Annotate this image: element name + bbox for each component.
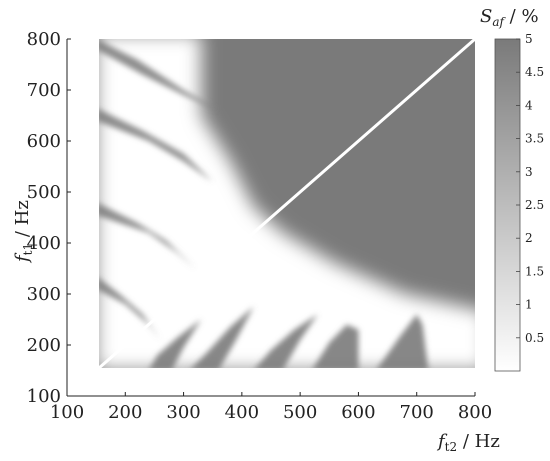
band-shape (191, 306, 254, 368)
band-shape (150, 319, 202, 368)
colorbar-tick-label: 1 (525, 298, 533, 312)
x-tick-label: 500 (283, 402, 317, 423)
x-tick-label: 300 (166, 402, 200, 423)
colorbar-ticks: 0.5 1 1.5 2 2.5 3 3.5 4 4.5 5 (516, 32, 544, 345)
band-shape (99, 203, 196, 269)
band-shape (255, 314, 318, 368)
colorbar-label: Saf / % (480, 6, 539, 29)
colorbar-tick-label: 3.5 (525, 132, 544, 146)
band-shape (99, 278, 161, 340)
x-axis-label: ft2 / Hz (436, 431, 500, 454)
y-axis-ticks: 100 200 300 400 500 600 700 800 (27, 29, 71, 407)
x-axis-ticks: 100 200 300 400 500 600 700 800 (50, 392, 492, 423)
colorbar-tick-label: 1.5 (525, 264, 544, 278)
y-tick-label: 800 (27, 29, 61, 50)
x-tick-label: 400 (225, 402, 259, 423)
y-tick-label: 400 (27, 233, 61, 254)
colorbar-tick-label: 4.5 (525, 65, 544, 79)
colorbar-tick-label: 0.5 (525, 331, 544, 345)
x-tick-label: 200 (108, 402, 142, 423)
y-axis-label: ft1 / Hz (12, 200, 35, 264)
y-tick-label: 300 (27, 284, 61, 305)
band-shape (377, 314, 429, 368)
heatmap-field (99, 39, 476, 368)
colorbar-tick-label: 3 (525, 165, 533, 179)
x-tick-label: 100 (50, 402, 84, 423)
colorbar-gradient (494, 38, 521, 372)
colorbar-tick-label: 2 (525, 231, 533, 245)
x-tick-label: 800 (458, 402, 492, 423)
colorbar-tick-label: 5 (525, 32, 533, 46)
heatmap-ridge-line (99, 39, 476, 368)
band-shape (99, 109, 213, 182)
x-tick-label: 600 (341, 402, 375, 423)
y-tick-label: 600 (27, 131, 61, 152)
axes: 100 200 300 400 500 600 700 800 100 200 300 400 500… (27, 29, 493, 423)
colorbar-tick-label: 2.5 (525, 198, 544, 212)
heatmap-bands (99, 40, 429, 368)
colorbar-tick-label: 4 (525, 98, 533, 112)
y-tick-label: 700 (27, 80, 61, 101)
x-tick-label: 700 (400, 402, 434, 423)
colorbar: 0.5 1 1.5 2 2.5 3 3.5 4 4.5 5 Saf / % (480, 6, 544, 372)
band-shape (99, 40, 219, 111)
band-shape (313, 324, 359, 368)
y-tick-label: 100 (27, 386, 61, 407)
y-tick-label: 200 (27, 335, 61, 356)
y-tick-label: 500 (27, 182, 61, 203)
